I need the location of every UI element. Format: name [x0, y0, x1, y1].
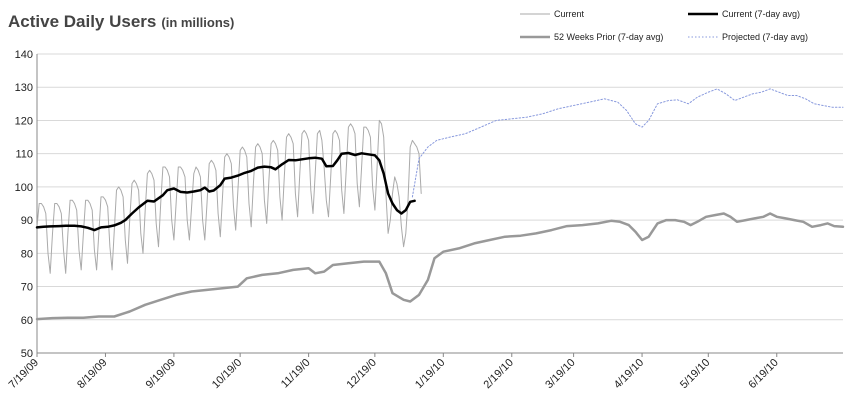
- series-line-current: [36, 119, 422, 274]
- x-tick-label: 10/19/0: [210, 357, 244, 391]
- y-tick-label: 100: [15, 182, 33, 194]
- series-line-current-7-day-avg: [35, 151, 416, 232]
- legend-label: Projected (7-day avg): [722, 32, 808, 42]
- y-tick-label: 80: [21, 248, 33, 260]
- legend-label: Current: [554, 9, 585, 19]
- grid-lines: [37, 53, 843, 354]
- x-tick-label: 5/19/10: [678, 357, 712, 391]
- legend-label: Current (7-day avg): [722, 9, 800, 19]
- chart-title-main: Active Daily Users: [8, 12, 156, 31]
- x-tick-label: 3/19/10: [543, 357, 577, 391]
- x-tick-label: 8/19/09: [75, 357, 109, 391]
- x-tick-label: 4/19/10: [612, 357, 646, 391]
- series-line-projected-7-day-avg: [411, 88, 844, 198]
- x-tick-label: 12/19/0: [345, 357, 379, 391]
- x-tick-label: 7/19/09: [7, 357, 41, 391]
- y-tick-label: 70: [21, 282, 33, 294]
- y-tick-label: 50: [21, 348, 33, 360]
- y-tick-label: 110: [15, 149, 33, 161]
- x-tick-label: 2/19/10: [481, 357, 515, 391]
- y-tick-label: 60: [21, 315, 33, 327]
- x-tick-label: 6/19/10: [746, 357, 780, 391]
- legend: Current Current (7-day avg) 52 Weeks Prior…: [520, 9, 808, 42]
- series-lines: [35, 88, 845, 321]
- y-tick-label: 130: [15, 82, 33, 94]
- x-tick-label: 1/19/10: [413, 357, 447, 391]
- series-line-52-weeks-prior-7-day-avg: [35, 212, 845, 321]
- chart-subtitle: (in millions): [161, 15, 234, 30]
- y-tick-label: 90: [21, 215, 33, 227]
- x-tick-label: 11/19/0: [279, 357, 313, 391]
- y-tick-label: 120: [15, 115, 33, 127]
- chart-title: Active Daily Users (in millions): [8, 12, 234, 31]
- y-tick-label: 140: [15, 49, 33, 61]
- x-axis: 7/19/09 8/19/09 9/19/09 10/19/0 11/19/0 12/19…: [7, 352, 843, 391]
- x-tick-label: 9/19/09: [144, 357, 178, 391]
- legend-label: 52 Weeks Prior (7-day avg): [554, 32, 663, 42]
- y-axis: 50 60 70 80 90 100 110 120 130 140: [15, 49, 38, 360]
